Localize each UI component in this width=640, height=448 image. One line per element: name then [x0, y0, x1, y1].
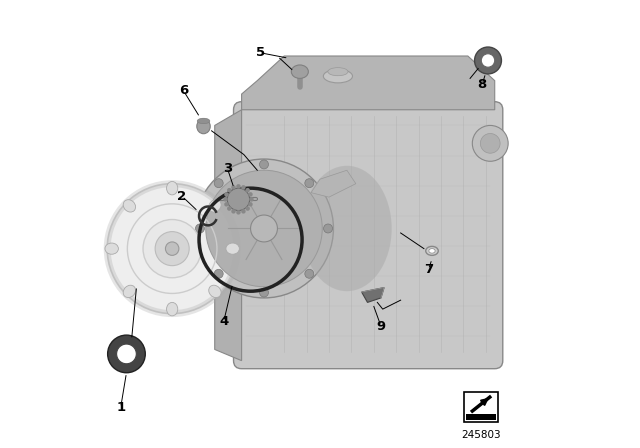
Circle shape: [248, 202, 253, 207]
Circle shape: [224, 202, 228, 207]
Circle shape: [227, 188, 250, 211]
Circle shape: [223, 197, 228, 202]
Ellipse shape: [323, 69, 353, 83]
Circle shape: [305, 179, 314, 188]
Ellipse shape: [124, 285, 136, 297]
FancyBboxPatch shape: [234, 102, 503, 369]
Circle shape: [195, 159, 333, 298]
Circle shape: [231, 185, 236, 190]
Circle shape: [108, 335, 145, 373]
Circle shape: [236, 210, 241, 215]
Text: 2: 2: [177, 190, 187, 203]
Ellipse shape: [166, 302, 178, 316]
Circle shape: [260, 160, 269, 169]
Circle shape: [224, 192, 228, 197]
Circle shape: [195, 224, 204, 233]
Ellipse shape: [197, 118, 210, 124]
Circle shape: [241, 209, 246, 214]
Circle shape: [166, 242, 179, 255]
Text: 9: 9: [376, 319, 385, 333]
Ellipse shape: [426, 246, 438, 255]
Circle shape: [305, 269, 314, 278]
Text: 6: 6: [179, 84, 188, 97]
Ellipse shape: [209, 200, 221, 212]
Circle shape: [241, 185, 246, 190]
FancyBboxPatch shape: [467, 414, 495, 420]
Circle shape: [472, 125, 508, 161]
Ellipse shape: [209, 285, 221, 297]
Circle shape: [475, 47, 502, 74]
Circle shape: [481, 54, 495, 67]
Circle shape: [249, 197, 253, 202]
Circle shape: [260, 288, 269, 297]
Ellipse shape: [197, 119, 210, 134]
Circle shape: [236, 184, 241, 189]
Text: 3: 3: [223, 161, 232, 175]
Ellipse shape: [226, 243, 239, 254]
Circle shape: [108, 184, 237, 314]
Text: 8: 8: [477, 78, 487, 91]
FancyBboxPatch shape: [464, 392, 498, 422]
Text: 5: 5: [256, 46, 266, 60]
Text: 7: 7: [424, 263, 433, 276]
Text: 245803: 245803: [461, 430, 501, 440]
Ellipse shape: [429, 249, 435, 253]
Circle shape: [251, 215, 278, 242]
Circle shape: [245, 207, 250, 211]
Circle shape: [214, 269, 223, 278]
Circle shape: [116, 344, 136, 364]
Ellipse shape: [291, 65, 308, 78]
Circle shape: [214, 179, 223, 188]
Text: 1: 1: [116, 401, 125, 414]
Circle shape: [248, 192, 253, 197]
Circle shape: [206, 170, 323, 287]
Circle shape: [227, 188, 232, 192]
Ellipse shape: [166, 181, 178, 195]
Circle shape: [324, 224, 333, 233]
Ellipse shape: [105, 243, 118, 254]
Ellipse shape: [328, 68, 348, 76]
Ellipse shape: [124, 200, 136, 212]
Circle shape: [155, 232, 189, 266]
Polygon shape: [215, 110, 242, 361]
Ellipse shape: [302, 166, 392, 291]
Circle shape: [231, 209, 236, 214]
Polygon shape: [242, 56, 495, 110]
Polygon shape: [362, 288, 384, 302]
Circle shape: [143, 220, 202, 278]
Polygon shape: [311, 170, 356, 197]
Circle shape: [481, 134, 500, 153]
Circle shape: [245, 188, 250, 192]
Text: 4: 4: [219, 315, 228, 328]
Circle shape: [227, 207, 232, 211]
